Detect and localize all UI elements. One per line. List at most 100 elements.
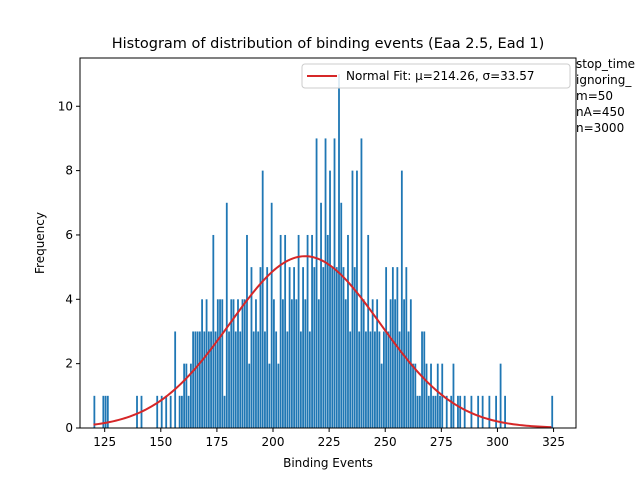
histogram-bar bbox=[106, 395, 109, 428]
histogram-bar bbox=[311, 234, 313, 428]
x-axis-ticks: 125 150 175 200 225 250 275 300 325 bbox=[93, 428, 565, 449]
histogram-bars bbox=[93, 74, 554, 429]
histogram-bar bbox=[317, 299, 320, 428]
normal-fit-curve bbox=[93, 255, 552, 429]
histogram-bar bbox=[504, 395, 506, 428]
histogram-bar bbox=[340, 202, 343, 428]
histogram-bar bbox=[450, 395, 453, 428]
histogram-bar bbox=[279, 234, 282, 428]
histogram-bar bbox=[387, 331, 390, 428]
histogram-bar bbox=[223, 395, 226, 428]
histogram-bar bbox=[416, 395, 419, 428]
histogram-bar bbox=[347, 234, 349, 428]
histogram-bar bbox=[344, 299, 347, 428]
histogram-bar bbox=[400, 170, 403, 429]
histogram-bar bbox=[181, 395, 183, 428]
histogram-bar bbox=[342, 267, 345, 428]
histogram-bar bbox=[160, 395, 163, 428]
histogram-bar bbox=[351, 170, 354, 429]
histogram-bar bbox=[248, 363, 251, 428]
histogram-bar bbox=[376, 299, 379, 428]
histogram-bar bbox=[436, 363, 439, 428]
histogram-bar bbox=[241, 299, 244, 428]
histogram-bar bbox=[198, 331, 201, 428]
histogram-bar bbox=[378, 331, 381, 428]
histogram-bar bbox=[412, 363, 414, 428]
histogram-bar bbox=[551, 395, 554, 428]
histogram-bar bbox=[445, 395, 448, 428]
x-tick-label: 275 bbox=[430, 435, 453, 449]
histogram-bar bbox=[246, 234, 248, 428]
histogram-bar bbox=[313, 267, 316, 428]
histogram-bar bbox=[299, 331, 302, 428]
histogram-bar bbox=[333, 138, 336, 428]
legend-fit-label: Normal Fit: μ=214.26, σ=33.57 bbox=[346, 69, 534, 83]
annotation-line: stop_time bbox=[576, 57, 636, 71]
histogram-bar bbox=[394, 299, 397, 428]
histogram-bar bbox=[102, 395, 105, 428]
histogram-bar bbox=[385, 267, 388, 428]
histogram-bar bbox=[225, 202, 228, 428]
histogram-bar bbox=[382, 331, 385, 428]
histogram-bar bbox=[207, 331, 210, 428]
histogram-bar bbox=[304, 299, 307, 428]
x-tick-label: 150 bbox=[149, 435, 172, 449]
histogram-bar bbox=[234, 331, 237, 428]
histogram-bar bbox=[380, 363, 383, 428]
histogram-bar bbox=[178, 395, 181, 428]
histogram-bar bbox=[257, 331, 260, 428]
histogram-bar bbox=[374, 331, 376, 428]
x-axis-label: Binding Events bbox=[283, 456, 373, 470]
histogram-bar bbox=[414, 363, 417, 428]
histogram-bar bbox=[430, 363, 432, 428]
histogram-bar bbox=[418, 395, 421, 428]
histogram-bar bbox=[338, 74, 340, 428]
histogram-bar bbox=[268, 363, 271, 428]
histogram-bar bbox=[250, 267, 253, 428]
histogram-bar bbox=[174, 331, 177, 428]
x-tick-label: 225 bbox=[318, 435, 341, 449]
histogram-bar bbox=[349, 331, 352, 428]
histogram-bar bbox=[297, 234, 300, 428]
annotation-line: nA=450 bbox=[576, 105, 625, 119]
histogram-bar bbox=[306, 234, 309, 428]
histogram-bar bbox=[273, 299, 275, 428]
y-tick-label: 10 bbox=[58, 99, 73, 113]
histogram-bar bbox=[277, 363, 280, 428]
histogram-bar bbox=[237, 299, 239, 428]
histogram-bar bbox=[320, 202, 322, 428]
histogram-bar bbox=[488, 395, 491, 428]
histogram-bar bbox=[255, 299, 257, 428]
histogram-bar bbox=[228, 331, 230, 428]
y-axis-ticks: 0 2 4 6 8 10 bbox=[58, 99, 80, 435]
histogram-bar bbox=[183, 363, 186, 428]
histogram-bar bbox=[389, 299, 392, 428]
histogram-bar bbox=[329, 170, 331, 429]
histogram-bar bbox=[230, 299, 233, 428]
chart-title: Histogram of distribution of binding eve… bbox=[112, 36, 545, 52]
histogram-bar bbox=[425, 363, 428, 428]
histogram-bar bbox=[477, 395, 480, 428]
histogram-bar bbox=[481, 395, 484, 428]
histogram-bar bbox=[360, 138, 363, 428]
histogram-bar bbox=[369, 331, 372, 428]
x-tick-label: 250 bbox=[374, 435, 397, 449]
histogram-bar bbox=[324, 138, 327, 428]
histogram-bar bbox=[365, 331, 367, 428]
histogram-bar bbox=[93, 395, 96, 428]
histogram-bar bbox=[266, 267, 269, 428]
y-tick-label: 0 bbox=[65, 421, 73, 435]
x-tick-label: 175 bbox=[205, 435, 228, 449]
histogram-bar bbox=[212, 234, 215, 428]
histogram-bar bbox=[367, 234, 370, 428]
histogram-bar bbox=[284, 234, 287, 428]
annotation-line: ignoring_ bbox=[576, 73, 632, 87]
histogram-bar bbox=[335, 267, 338, 428]
legend: Normal Fit: μ=214.26, σ=33.57 bbox=[301, 63, 571, 89]
histogram-bar bbox=[252, 331, 255, 428]
histogram-bar bbox=[331, 267, 334, 428]
histogram-bar bbox=[427, 395, 430, 428]
histogram-bar bbox=[326, 234, 329, 428]
y-tick-label: 8 bbox=[65, 164, 73, 178]
